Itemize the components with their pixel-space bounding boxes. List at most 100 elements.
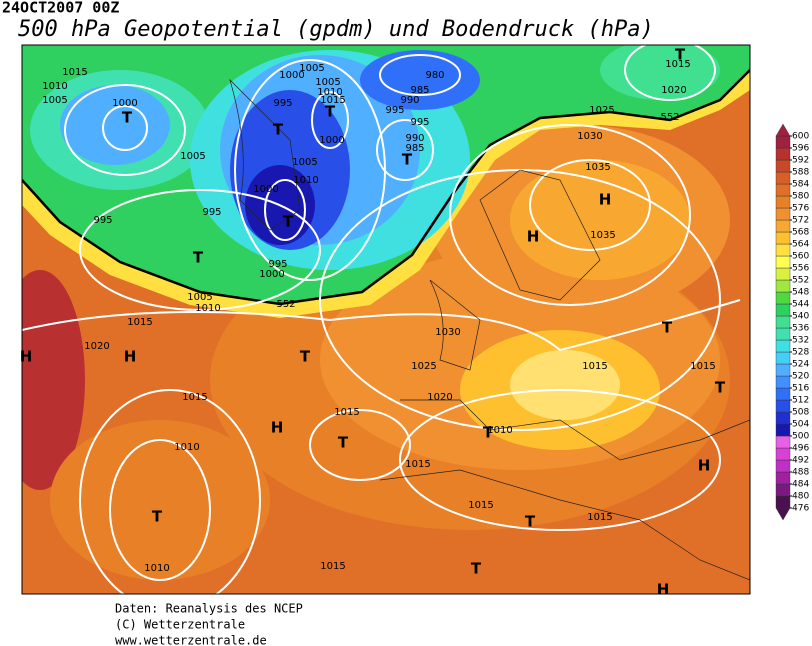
footer-line: (C) Wetterzentrale [115, 618, 245, 632]
colorbar-label: 520 [792, 372, 809, 382]
colorbar-box [775, 363, 791, 377]
colorbar-box [775, 351, 791, 365]
colorbar-box [775, 291, 791, 305]
title: 500 hPa Geopotential (gpdm) und Bodendru… [18, 17, 654, 42]
isobar-label: 995 [268, 259, 287, 270]
colorbar-label: 488 [792, 468, 809, 478]
colorbar-box [775, 483, 791, 497]
isobar-label: 1005 [315, 77, 340, 88]
colorbar-box [775, 207, 791, 221]
colorbar-label: 476 [792, 504, 809, 514]
colorbar-box [775, 147, 791, 161]
isobar-label: 995 [93, 215, 112, 226]
colorbar-box [775, 399, 791, 413]
isobar-label: 995 [385, 105, 404, 116]
footer-line: www.wetterzentrale.de [115, 634, 267, 646]
colorbar-label: 500 [792, 432, 809, 442]
colorbar-label: 580 [792, 192, 809, 202]
colorbar-box [775, 279, 791, 293]
colorbar-box [775, 435, 791, 449]
isobar-label: 1010 [144, 563, 169, 574]
isobar-label: 985 [405, 143, 424, 154]
isobar-label: 552 [660, 112, 679, 123]
isobar-label: 1015 [665, 59, 690, 70]
isobar-label: 1015 [582, 361, 607, 372]
isobar-label: 1015 [587, 512, 612, 523]
pressure-center: T [525, 513, 536, 531]
pressure-center: T [675, 46, 686, 64]
isobar-label: 1020 [661, 85, 686, 96]
pressure-center: T [402, 151, 413, 169]
isobar-label: 1010 [42, 81, 67, 92]
isobar-label: 1015 [405, 459, 430, 470]
isobar-label: 1000 [259, 269, 284, 280]
isobar-label: 1005 [42, 95, 67, 106]
isobar-label: 1035 [585, 162, 610, 173]
colorbar-label: 528 [792, 348, 809, 358]
isobar-label: 1015 [690, 361, 715, 372]
colorbar-label: 504 [792, 420, 809, 430]
isobar-label: 1005 [299, 63, 324, 74]
colorbar-label: 540 [792, 312, 809, 322]
isobar-label: 995 [202, 207, 221, 218]
date: 24OCT2007 00Z [2, 0, 119, 17]
colorbar-label: 588 [792, 168, 809, 178]
colorbar-box [775, 459, 791, 473]
colorbar-box [775, 267, 791, 281]
isobar-label: 1015 [62, 67, 87, 78]
colorbar-box [775, 375, 791, 389]
colorbar-label: 576 [792, 204, 809, 214]
colorbar-label: 548 [792, 288, 809, 298]
isobar-label: 1015 [334, 407, 359, 418]
colorbar-box [775, 195, 791, 209]
pressure-center: H [271, 419, 284, 437]
colorbar-box [775, 315, 791, 329]
pressure-center: T [338, 434, 349, 452]
colorbar-label: 556 [792, 264, 809, 274]
colorbar-label: 584 [792, 180, 809, 190]
isobar-label: 552 [276, 299, 295, 310]
isobar-label: 1000 [279, 70, 304, 81]
map-fill [22, 45, 750, 594]
colorbar-label: 600 [792, 132, 809, 142]
isobar-label: 1000 [253, 184, 278, 195]
colorbar-label: 508 [792, 408, 809, 418]
colorbar-label: 480 [792, 492, 809, 502]
colorbar-label: 544 [792, 300, 809, 310]
colorbar-box [775, 339, 791, 353]
isobar-label: 990 [405, 133, 424, 144]
isobar-label: 985 [410, 85, 429, 96]
pressure-center: H [698, 457, 711, 475]
isobar-label: 995 [410, 117, 429, 128]
pressure-center: H [527, 228, 540, 246]
colorbar-box [775, 243, 791, 257]
isobar-label: 1010 [487, 425, 512, 436]
colorbar-label: 596 [792, 144, 809, 154]
isobar-label: 1015 [468, 500, 493, 511]
colorbar-box [775, 135, 791, 149]
colorbar-box [775, 255, 791, 269]
colorbar-box [775, 327, 791, 341]
isobar-label: 1005 [292, 157, 317, 168]
pressure-center: T [193, 249, 204, 267]
colorbar-label: 552 [792, 276, 809, 286]
colorbar-box [775, 471, 791, 485]
isobar-label: 1010 [317, 87, 342, 98]
isobar-label: 1005 [180, 151, 205, 162]
isobar-label: 1030 [435, 327, 460, 338]
isobar-label: 1025 [411, 361, 436, 372]
colorbar-label: 568 [792, 228, 809, 238]
colorbar-label: 532 [792, 336, 809, 346]
isobar-label: 1015 [127, 317, 152, 328]
pressure-center: T [483, 424, 494, 442]
isobar-label: 1020 [84, 341, 109, 352]
colorbar-box [775, 219, 791, 233]
isobar-label: 1010 [293, 175, 318, 186]
colorbar-label: 492 [792, 456, 809, 466]
colorbar-box [775, 423, 791, 437]
isobar-label: 1010 [174, 442, 199, 453]
colorbar-label: 560 [792, 252, 809, 262]
colorbar-label: 564 [792, 240, 809, 250]
pressure-center: H [20, 348, 33, 366]
